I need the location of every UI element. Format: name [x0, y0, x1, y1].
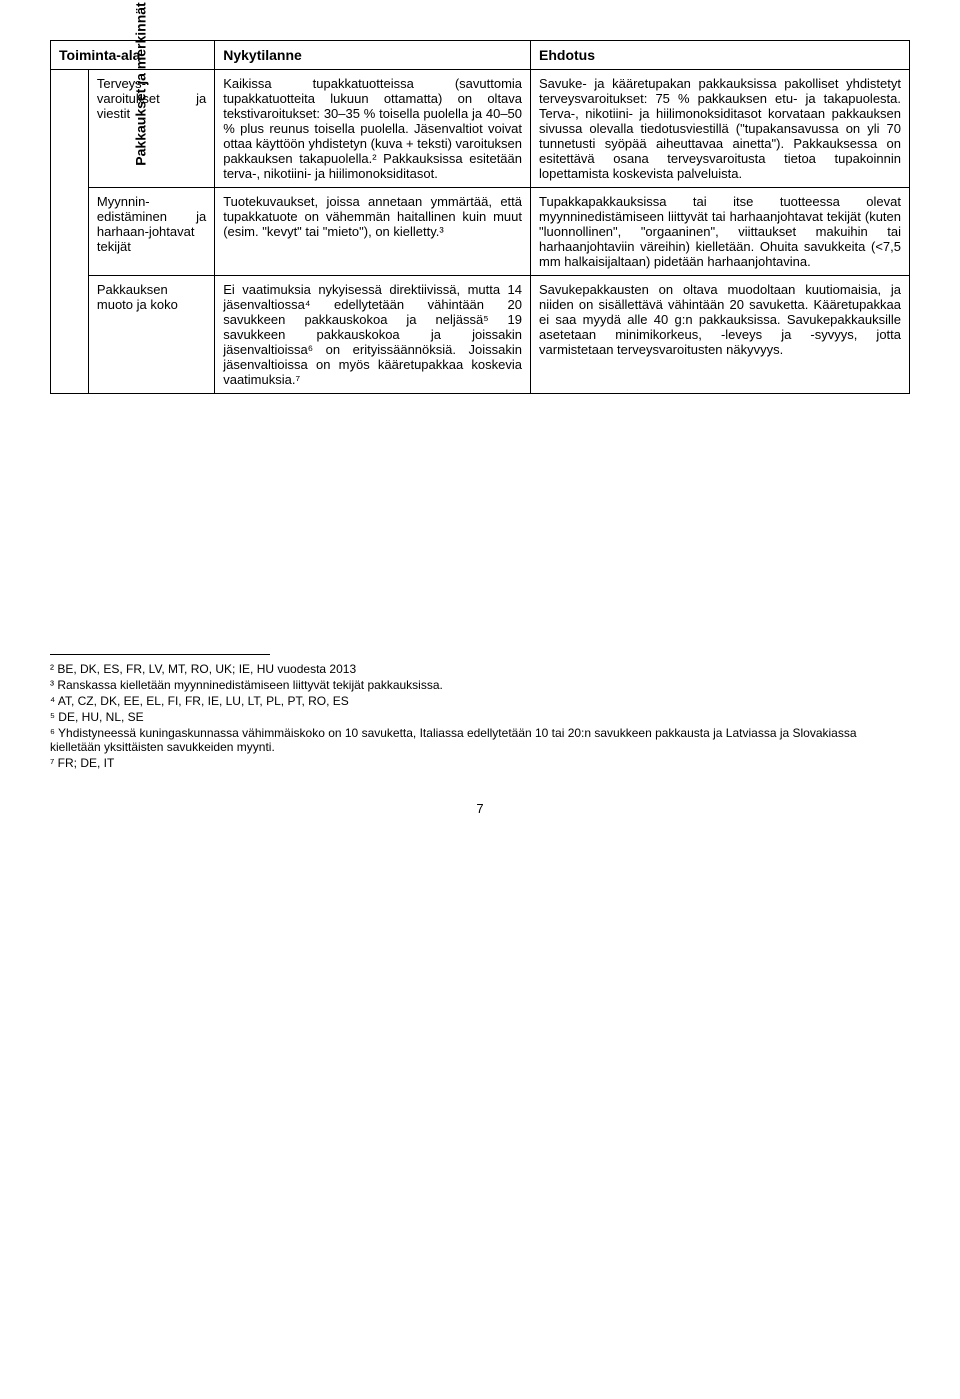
page-number: 7	[50, 801, 910, 816]
footnote: ³ Ranskassa kielletään myynninedistämise…	[50, 677, 870, 693]
current-cell: Ei vaatimuksia nykyisessä direktiivissä,…	[215, 276, 531, 394]
current-cell: Kaikissa tupakkatuotteissa (savuttomia t…	[215, 70, 531, 188]
row-group-header: Pakkaukset ja merkinnät	[51, 70, 89, 394]
footnote-list: ² BE, DK, ES, FR, LV, MT, RO, UK; IE, HU…	[50, 661, 870, 771]
footnote-separator	[50, 654, 270, 655]
table-row: Pakkauksen muoto ja koko Ei vaatimuksia …	[51, 276, 910, 394]
table-row: Myynnin-edistäminen ja harhaan-johtavat …	[51, 188, 910, 276]
table-header-row: Toiminta-ala Nykytilanne Ehdotus	[51, 41, 910, 70]
current-cell: Tuotekuvaukset, joissa annetaan ymmärtää…	[215, 188, 531, 276]
proposal-cell: Savukepakkausten on oltava muodoltaan ku…	[531, 276, 910, 394]
footnote: ⁵ DE, HU, NL, SE	[50, 709, 870, 725]
footnote: ⁴ AT, CZ, DK, EE, EL, FI, FR, IE, LU, LT…	[50, 693, 870, 709]
col-header-current: Nykytilanne	[215, 41, 531, 70]
table-row: Pakkaukset ja merkinnät Terveys-varoituk…	[51, 70, 910, 188]
footnote: ² BE, DK, ES, FR, LV, MT, RO, UK; IE, HU…	[50, 661, 870, 677]
subarea-cell: Myynnin-edistäminen ja harhaan-johtavat …	[88, 188, 214, 276]
footnote: ⁷ FR; DE, IT	[50, 755, 870, 771]
proposal-cell: Savuke- ja kääretupakan pakkauksissa pak…	[531, 70, 910, 188]
row-group-label: Pakkaukset ja merkinnät	[133, 2, 149, 165]
col-header-proposal: Ehdotus	[531, 41, 910, 70]
footnote: ⁶ Yhdistyneessä kuningaskunnassa vähimmä…	[50, 725, 870, 755]
subarea-cell: Terveys-varoitukset ja viestit	[88, 70, 214, 188]
subarea-cell: Pakkauksen muoto ja koko	[88, 276, 214, 394]
policy-table: Toiminta-ala Nykytilanne Ehdotus Pakkauk…	[50, 40, 910, 394]
proposal-cell: Tupakkapakkauksissa tai itse tuotteessa …	[531, 188, 910, 276]
